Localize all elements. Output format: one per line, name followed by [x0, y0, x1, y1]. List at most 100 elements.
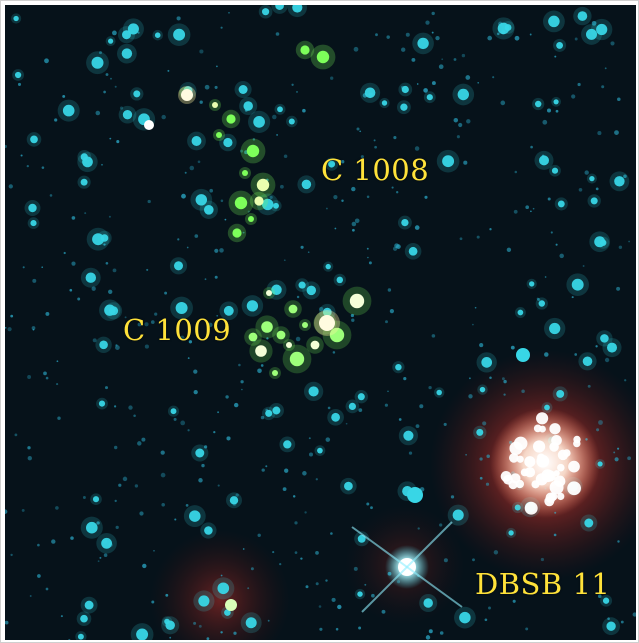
faint-star [45, 376, 49, 380]
faint-star [371, 593, 375, 598]
faint-star [574, 37, 578, 41]
faint-star [41, 266, 44, 269]
faint-star [56, 383, 59, 386]
cyan-star [403, 430, 414, 441]
cyan-star [395, 363, 402, 371]
faint-star [351, 221, 357, 227]
cyan-star [479, 386, 486, 393]
faint-star [142, 563, 147, 569]
cyan-star [553, 99, 559, 105]
faint-star [276, 133, 279, 136]
dbsb11-star [541, 469, 555, 483]
cyan-star [173, 28, 186, 41]
faint-star [617, 540, 620, 543]
faint-star [477, 81, 480, 84]
cluster-label-dbsb11: DBSB 11 [475, 567, 611, 601]
faint-star [206, 637, 210, 640]
faint-star [219, 248, 224, 253]
faint-star [456, 135, 460, 139]
faint-star [425, 635, 431, 640]
faint-star [204, 84, 210, 90]
faint-star [167, 69, 170, 72]
cyan-star [170, 408, 177, 415]
faint-star [204, 278, 207, 281]
faint-star [220, 631, 223, 634]
faint-star [103, 553, 108, 557]
faint-star [604, 67, 607, 70]
faint-star [261, 468, 265, 472]
faint-star [160, 472, 166, 478]
cyan-star [203, 204, 214, 215]
cyan-star [589, 175, 595, 182]
faint-star [392, 246, 398, 251]
faint-star [62, 94, 66, 98]
faint-star [69, 288, 73, 292]
faint-star [84, 212, 87, 215]
cyan-star [91, 56, 104, 69]
faint-star [330, 532, 333, 535]
faint-star [164, 291, 168, 295]
faint-star [381, 609, 386, 614]
faint-star [294, 551, 298, 554]
faint-star [354, 218, 360, 224]
faint-star [614, 457, 619, 462]
cyan-star [173, 261, 184, 271]
faint-star [103, 90, 106, 94]
cyan-star [364, 87, 376, 99]
faint-star [54, 118, 58, 122]
faint-star [479, 343, 484, 348]
faint-star [337, 604, 342, 610]
cyan-star [99, 340, 108, 350]
cluster-label-c1009: C 1009 [123, 313, 232, 347]
faint-star [366, 195, 370, 199]
faint-star [405, 32, 410, 37]
faint-star [108, 289, 113, 294]
faint-star [529, 33, 532, 36]
faint-star [32, 328, 35, 331]
cyan-star [86, 521, 98, 534]
faint-star [385, 320, 388, 324]
faint-star [601, 85, 605, 89]
faint-star [137, 322, 142, 327]
cyan-star [344, 481, 353, 491]
faint-star [109, 137, 112, 140]
faint-star [384, 403, 388, 407]
cyan-star [534, 100, 542, 108]
faint-star [92, 338, 97, 343]
faint-star [396, 244, 401, 249]
faint-star [284, 468, 289, 473]
faint-star [591, 20, 597, 26]
green-star [300, 45, 310, 55]
faint-star [68, 638, 71, 640]
faint-star [332, 351, 336, 354]
faint-star [525, 205, 530, 210]
faint-star [325, 579, 328, 582]
faint-star [327, 406, 331, 410]
cyan-star [101, 537, 113, 549]
faint-star [617, 447, 620, 450]
faint-star [486, 454, 490, 459]
faint-star [350, 313, 355, 318]
faint-star [99, 556, 102, 559]
faint-star [17, 82, 22, 86]
faint-star [416, 83, 419, 85]
green-star [329, 327, 345, 343]
dbsb11-star [520, 468, 529, 477]
faint-star [487, 35, 493, 41]
cyan-star [308, 386, 319, 397]
faint-star [31, 326, 36, 330]
faint-star [618, 245, 623, 250]
faint-star [5, 509, 8, 514]
faint-star [144, 344, 149, 349]
faint-star [307, 251, 310, 254]
faint-star [479, 476, 483, 480]
cyan-star [557, 200, 565, 208]
faint-star [180, 420, 186, 426]
faint-star [305, 585, 309, 589]
faint-star [607, 617, 610, 620]
faint-star [134, 484, 139, 488]
faint-star [366, 247, 369, 250]
faint-star [461, 53, 466, 58]
faint-star [325, 437, 331, 442]
faint-star [272, 551, 275, 554]
